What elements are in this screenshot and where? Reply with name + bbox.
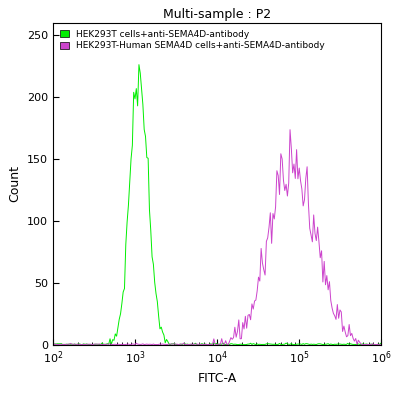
Title: Multi-sample : P2: Multi-sample : P2: [163, 8, 271, 21]
Legend: HEK293T cells+anti-SEMA4D-antibody, HEK293T-Human SEMA4D cells+anti-SEMA4D-antib: HEK293T cells+anti-SEMA4D-antibody, HEK2…: [57, 27, 328, 53]
X-axis label: FITC-A: FITC-A: [198, 372, 237, 385]
Y-axis label: Count: Count: [8, 165, 21, 202]
